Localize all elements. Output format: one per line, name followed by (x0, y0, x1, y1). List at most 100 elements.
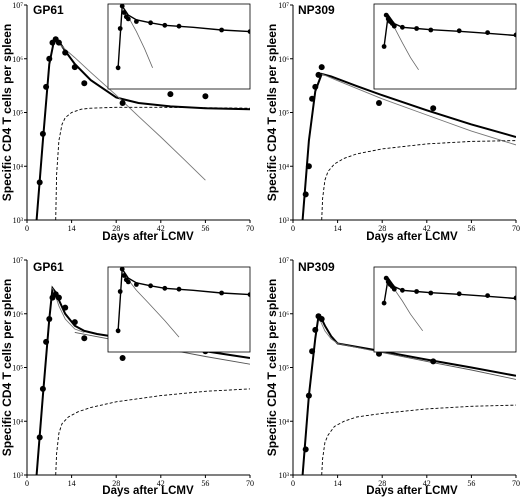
x-tick-label: 14 (68, 479, 76, 488)
data-point (43, 83, 50, 90)
inset-data-point (513, 32, 516, 38)
inset-data-point (162, 22, 168, 28)
y-axis-label: Specific CD4 T cells per spleen (265, 279, 279, 456)
inset-plot-area (381, 12, 516, 71)
chart-panel-1: 0 14 28 42 56 70 10³ 10⁴ 10⁵ 10⁶ 10⁷ Specific CD4 T… (0, 1, 254, 243)
data-point (305, 392, 312, 399)
y-tick-label: 10³ (13, 471, 24, 480)
inset-data-point (381, 44, 387, 49)
series-memory-component (55, 388, 250, 475)
series-memory-component (321, 404, 516, 475)
x-tick-label: 70 (512, 479, 520, 488)
data-point (36, 179, 43, 186)
data-point (39, 130, 46, 137)
y-tick-label: 10⁷ (12, 256, 23, 265)
inset-data-point (176, 23, 182, 29)
data-point (302, 191, 309, 198)
y-tick-label: 10⁶ (12, 310, 23, 319)
data-point (315, 71, 322, 78)
data-point (71, 319, 78, 326)
panel-title: NP309 (298, 260, 335, 274)
x-axis-label: Days after LCMV (366, 485, 458, 497)
x-tick-label: 70 (246, 224, 254, 233)
inset-data-point (428, 27, 434, 33)
data-point (119, 100, 126, 106)
series-slow-decay (337, 343, 516, 380)
data-point (305, 163, 312, 170)
inset-data-point (513, 295, 516, 301)
inset-data-point (400, 24, 405, 30)
data-point (46, 316, 53, 322)
x-tick-label: 14 (334, 479, 342, 488)
plot-area (301, 64, 516, 220)
inset-data-point (219, 290, 225, 296)
y-axis-label: Specific CD4 T cells per spleen (265, 24, 279, 201)
x-tick-label: 42 (423, 479, 431, 488)
inset-frame (373, 3, 517, 90)
inset-data-point (414, 26, 419, 31)
y-tick-label: 10³ (279, 471, 290, 480)
inset-data-point (119, 4, 125, 9)
y-tick-label: 10⁴ (278, 417, 289, 426)
y-tick-label: 10⁵ (12, 364, 23, 373)
inset-data-point (485, 293, 490, 298)
inset-data-point (247, 292, 250, 297)
x-axis-label: Days after LCMV (102, 485, 194, 497)
inset-panel (373, 3, 517, 90)
y-tick-label: 10⁴ (278, 162, 289, 171)
x-tick-label: 42 (423, 224, 431, 233)
panel-title: NP309 (298, 3, 335, 17)
x-tick-label: 0 (291, 224, 295, 233)
x-tick-label: 28 (378, 224, 386, 233)
data-point (46, 55, 53, 62)
inset-data-point (247, 29, 250, 34)
inset-data-point (119, 267, 125, 272)
data-point (318, 316, 325, 322)
inset-data-point (176, 286, 182, 292)
inset-data-point (391, 286, 397, 292)
y-tick-label: 10⁵ (278, 364, 289, 373)
x-tick-label: 56 (201, 479, 209, 488)
y-tick-label: 10⁶ (12, 55, 23, 64)
x-tick-label: 70 (512, 224, 520, 233)
inset-plot-area (115, 267, 250, 338)
inset-data-point (134, 282, 139, 287)
x-axis-label: Days after LCMV (366, 231, 458, 243)
inset-frame (107, 266, 251, 353)
x-tick-label: 42 (157, 479, 165, 488)
inset-plot-area (115, 4, 250, 71)
inset-data-point (162, 285, 168, 291)
data-point (62, 49, 69, 56)
x-tick-label: 0 (25, 224, 29, 233)
data-point (430, 105, 437, 112)
y-tick-label: 10⁵ (12, 109, 23, 118)
y-tick-label: 10⁷ (278, 1, 289, 10)
inset-data-point (121, 273, 127, 278)
inset-data-point (125, 16, 131, 22)
data-point (119, 355, 126, 361)
data-point (430, 358, 437, 365)
inset-data-point (121, 10, 127, 15)
x-tick-label: 56 (201, 224, 209, 233)
data-point (62, 304, 69, 311)
inset-data-point (414, 289, 419, 294)
panel-title: GP61 (33, 260, 64, 274)
data-point (309, 348, 316, 355)
x-tick-label: 70 (246, 479, 254, 488)
data-point (71, 64, 78, 71)
y-tick-label: 10³ (13, 216, 24, 225)
x-tick-label: 28 (112, 479, 120, 488)
inset-plot-area (381, 275, 516, 332)
x-tick-label: 56 (467, 224, 475, 233)
inset-data-point (400, 287, 405, 293)
inset-panel (107, 266, 251, 353)
x-tick-label: 56 (467, 479, 475, 488)
y-tick-label: 10⁷ (12, 1, 23, 10)
x-tick-label: 14 (68, 224, 76, 233)
inset-data-point (456, 28, 462, 34)
y-axis-label: Specific CD4 T cells per spleen (0, 24, 14, 201)
x-tick-label: 0 (25, 479, 29, 488)
inset-frame (373, 266, 517, 353)
data-point (309, 95, 316, 102)
